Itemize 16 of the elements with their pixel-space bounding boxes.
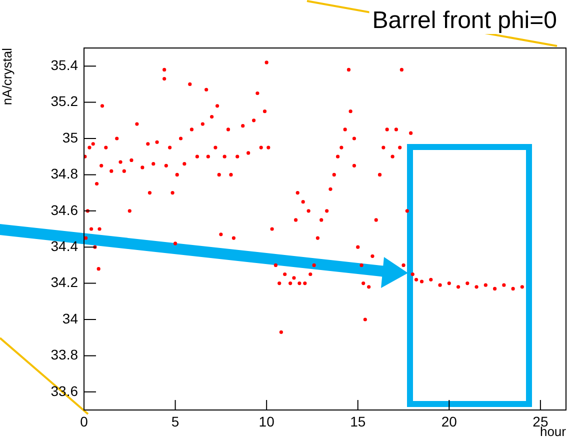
y-tick-label: 35 (62, 129, 78, 146)
y-axis-title: nA/crystal (0, 48, 14, 106)
y-tick-label: 34.8 (50, 166, 78, 182)
chart-title: Barrel front phi=0 (372, 7, 557, 34)
x-tick-label: 5 (171, 413, 180, 430)
y-tick-label: 33.8 (50, 346, 78, 363)
x-tick-label: 0 (80, 413, 88, 430)
x-tick-label: 15 (350, 413, 366, 430)
y-tick-label: 35.4 (50, 56, 78, 73)
x-tick-label: 10 (258, 413, 275, 430)
y-tick-label: 34.4 (50, 238, 78, 254)
y-tick-label: 34.6 (50, 202, 78, 218)
y-tick-label: 35.2 (50, 93, 78, 110)
y-tick-label: 34.2 (50, 274, 78, 290)
x-tick-label: 20 (441, 413, 458, 430)
y-tick-label: 34 (62, 310, 78, 326)
